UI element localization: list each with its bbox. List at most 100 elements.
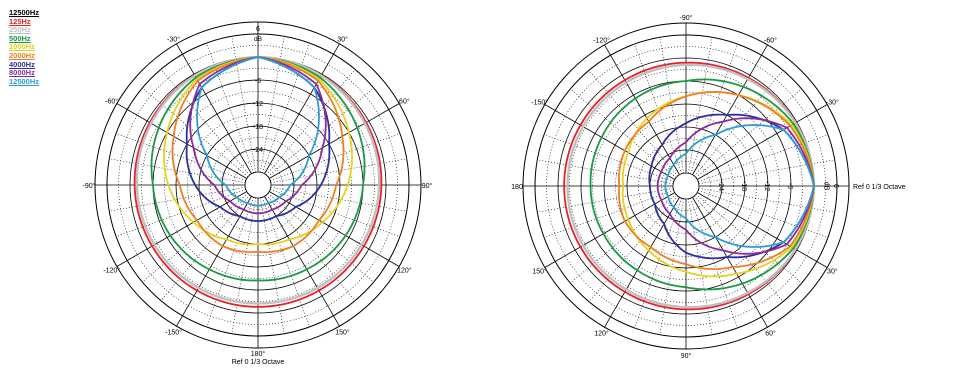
legend-item-12500hz: 12500Hz — [9, 76, 40, 86]
grid-spoke — [109, 186, 246, 212]
angle-label: 120° — [397, 267, 412, 275]
grid-spoke — [537, 159, 674, 185]
legend-item-250hz: 250Hz — [9, 25, 31, 35]
grid-spoke — [692, 197, 768, 328]
angle-label: 150° — [335, 328, 350, 336]
grid-spoke — [604, 44, 680, 175]
series-4000hz — [648, 113, 815, 260]
grid-spoke — [109, 158, 246, 184]
series-2000hz — [171, 56, 345, 254]
grid-spoke — [697, 104, 828, 180]
series-500hz — [150, 56, 366, 282]
series-250hz — [566, 63, 816, 309]
angle-label: -90° — [83, 182, 96, 190]
radial-tick: -12 — [253, 101, 263, 108]
legend: 12500Hz 125Hz 250Hz 500Hz 1000Hz 2000Hz … — [9, 8, 40, 86]
grid-spoke — [160, 69, 250, 176]
radial-tick: 6 — [832, 184, 839, 188]
grid-spoke — [687, 37, 713, 174]
grid-spoke — [537, 187, 674, 213]
grid-spoke — [659, 37, 685, 174]
radial-tick: -24 — [253, 147, 263, 154]
grid-spoke — [259, 197, 285, 334]
grid-spoke — [269, 191, 400, 267]
grid-spoke — [604, 197, 680, 328]
ref-label: Ref 0 1/3 Octave — [853, 184, 906, 191]
angle-label: -150° — [165, 328, 182, 336]
angle-label: 150° — [532, 268, 547, 276]
grid-spoke — [160, 194, 250, 301]
ref-label: Ref 0 1/3 Octave — [232, 359, 285, 366]
grid-spoke — [267, 87, 374, 177]
grid-spoke — [262, 197, 310, 327]
grid-spoke — [116, 191, 247, 267]
grid-spoke — [588, 195, 678, 302]
grid-spoke — [116, 189, 246, 237]
radial-tick: -24 — [717, 181, 724, 191]
grid-spoke — [266, 69, 356, 176]
angle-label: -60° — [764, 37, 777, 45]
grid-spoke — [694, 195, 784, 302]
angle-label: -120° — [103, 267, 120, 275]
series-8000hz — [189, 56, 327, 215]
grid-spoke — [142, 193, 249, 283]
grid-spoke — [694, 70, 784, 177]
series-125hz — [563, 61, 815, 311]
angle-label: 90° — [422, 182, 433, 190]
angle-label: -90° — [680, 14, 693, 22]
grid-spoke — [697, 192, 828, 268]
grid-spoke — [142, 87, 249, 177]
grid-spoke — [695, 88, 802, 178]
angle-label: 90° — [681, 352, 692, 360]
grid-spoke — [690, 44, 738, 174]
angle-label: -120° — [593, 37, 610, 45]
center-hole — [244, 171, 272, 199]
bottom-angle-label: 180° — [251, 350, 266, 358]
grid-spoke — [698, 190, 828, 238]
grid-spoke — [695, 194, 802, 284]
grid-spoke — [544, 104, 675, 180]
radial-tick: -12 — [763, 181, 770, 191]
grid-spoke — [570, 194, 677, 284]
grid-spoke — [270, 133, 400, 181]
series-8000hz — [656, 117, 815, 255]
grid-spoke — [206, 197, 254, 327]
series-12500hz — [664, 124, 815, 248]
grid-spoke — [264, 43, 340, 174]
grid-spoke — [659, 198, 685, 335]
series-4000hz — [185, 56, 331, 222]
center-hole — [672, 172, 700, 200]
grid-spoke — [544, 134, 674, 182]
grid-spoke — [270, 158, 407, 184]
polar-chart-horizontal: -90° -60° -30° 30° 60° 90° 120° 150° 180 -150° -12… — [511, 14, 905, 360]
grid-spoke — [544, 192, 675, 268]
angle-label: 60° — [765, 329, 776, 337]
radial-tick: -18 — [253, 124, 263, 131]
series-2000hz — [617, 91, 815, 271]
legend-title: 12500Hz — [9, 8, 40, 17]
grid-spoke — [544, 190, 674, 238]
series-1000hz — [163, 56, 353, 246]
radial-tick: -6 — [786, 183, 793, 189]
radial-tick: -18 — [740, 181, 747, 191]
grid-spoke — [692, 44, 768, 175]
grid-spoke — [176, 196, 252, 327]
grid-spoke — [116, 133, 246, 181]
angle-label: -30° — [826, 99, 839, 107]
legend-item-125hz: 125Hz — [9, 16, 31, 26]
grid-spoke — [698, 134, 828, 182]
grid-spoke — [231, 197, 257, 334]
grid-spoke — [269, 103, 400, 179]
legend-item-4000hz: 4000Hz — [9, 59, 35, 69]
legend-item-500hz: 500Hz — [9, 33, 31, 43]
grid-spoke — [687, 198, 713, 335]
grid-spoke — [588, 70, 678, 177]
radial-tick: dB — [822, 182, 829, 191]
radial-tick: -6 — [255, 78, 261, 85]
angle-label: 60° — [399, 98, 410, 106]
series-250hz — [135, 55, 381, 305]
grid-spoke — [634, 198, 682, 328]
grid-spoke — [266, 194, 356, 301]
series-12500hz — [196, 56, 320, 207]
